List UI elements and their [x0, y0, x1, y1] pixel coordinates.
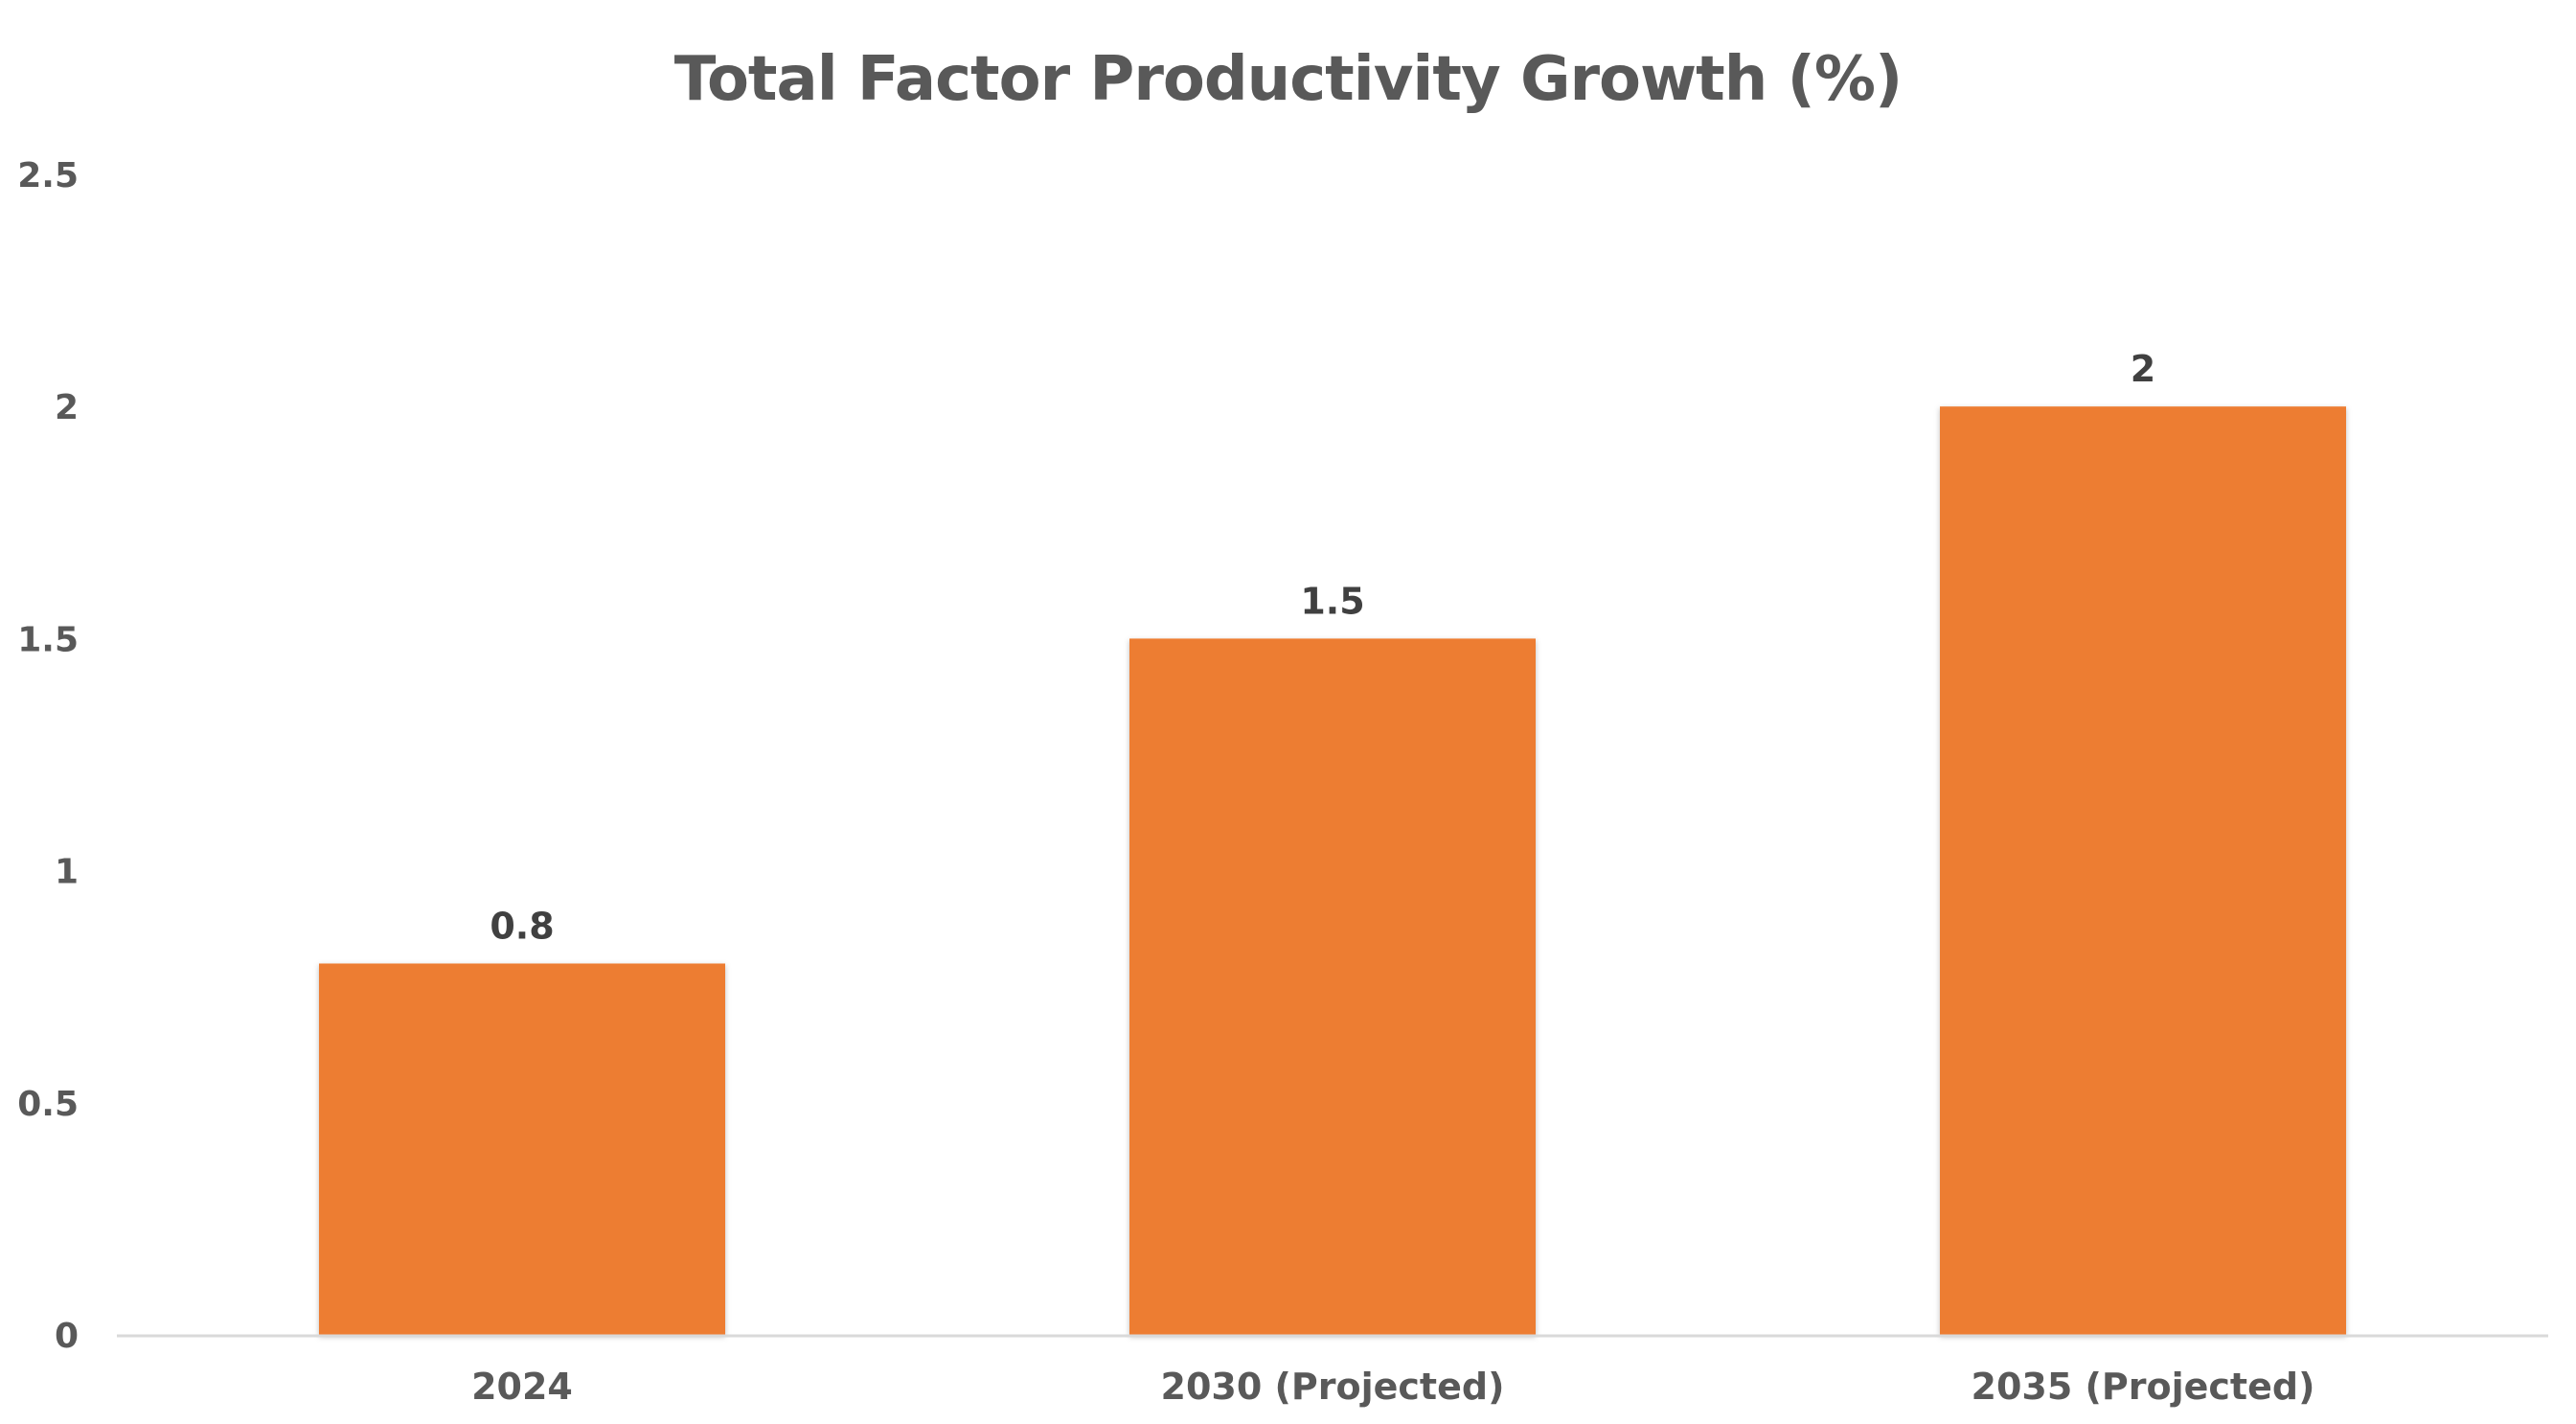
bar-value-label: 0.8	[490, 905, 554, 947]
x-axis-tick-labels: 2024 2030 (Projected) 2035 (Projected)	[471, 1366, 2314, 1408]
x-tick-label: 2024	[471, 1366, 573, 1408]
y-tick-label: 0.5	[17, 1085, 79, 1124]
chart-title: Total Factor Productivity Growth (%)	[673, 44, 1903, 115]
y-tick-label: 0	[55, 1317, 79, 1356]
bar	[1940, 406, 2346, 1335]
y-tick-label: 1	[55, 853, 79, 892]
data-labels: 0.8 1.5 2	[490, 348, 2155, 947]
bars	[319, 406, 2346, 1335]
bar-value-label: 2	[2131, 348, 2155, 390]
y-axis-tick-labels: 0 0.5 1 1.5 2 2.5	[17, 156, 79, 1356]
bar	[1129, 638, 1536, 1335]
x-tick-label: 2030 (Projected)	[1161, 1366, 1505, 1408]
bar	[319, 963, 725, 1335]
y-tick-label: 1.5	[17, 620, 79, 659]
bar-value-label: 1.5	[1300, 580, 1364, 622]
y-tick-label: 2	[55, 388, 79, 427]
y-tick-label: 2.5	[17, 156, 79, 195]
x-tick-label: 2035 (Projected)	[1972, 1366, 2315, 1408]
